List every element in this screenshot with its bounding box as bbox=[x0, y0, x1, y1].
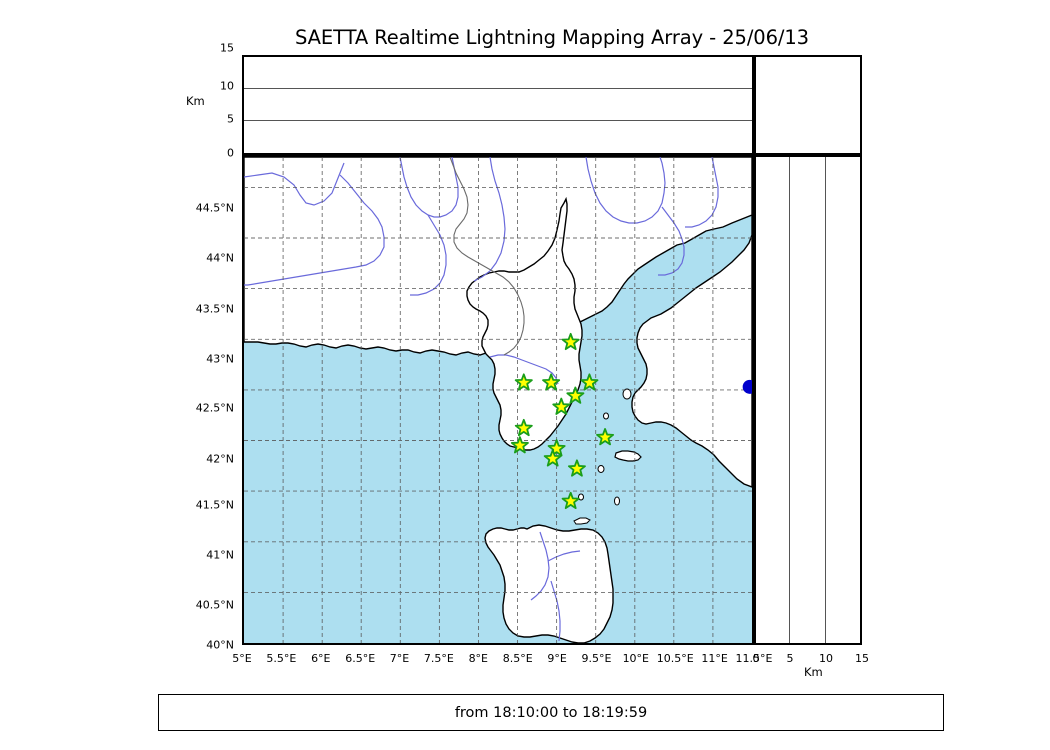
map-gridlines bbox=[244, 157, 752, 643]
tick-lon-7-5: 7.5°E bbox=[423, 652, 454, 665]
lma-station-marker bbox=[552, 397, 571, 415]
tick-lat-42: 42°N bbox=[206, 452, 234, 466]
lma-station-marker bbox=[561, 491, 580, 510]
lma-station-marker bbox=[567, 459, 586, 477]
island-small-3 bbox=[578, 493, 584, 501]
vhf-source-marker bbox=[742, 379, 752, 394]
altitude-vs-latitude-panel bbox=[754, 155, 862, 645]
tick-lon-10: 10°E bbox=[622, 652, 650, 665]
tick-lat-43-5: 43.5°N bbox=[195, 302, 234, 316]
altitude-vs-longitude-panel bbox=[242, 55, 754, 155]
lma-station-marker bbox=[580, 373, 599, 391]
tick-lon-10-5: 10.5°E bbox=[656, 652, 694, 665]
vhf-sources-layer bbox=[742, 379, 752, 394]
tick-lon-9-5: 9.5°E bbox=[581, 652, 612, 665]
axis-label-km-vertical: Km bbox=[186, 94, 205, 108]
tick-lon-9: 9°E bbox=[547, 652, 567, 665]
island-capraia bbox=[603, 412, 609, 420]
lma-stations-layer bbox=[510, 332, 615, 510]
page-title: SAETTA Realtime Lightning Mapping Array … bbox=[295, 26, 809, 49]
tick-lat-40: 40°N bbox=[206, 638, 234, 652]
tick-right-0: 0 bbox=[752, 652, 760, 665]
tick-lon-6-5: 6.5°E bbox=[345, 652, 376, 665]
map-graphic bbox=[244, 157, 752, 643]
tick-right-15: 15 bbox=[855, 652, 869, 665]
island-small-2 bbox=[614, 496, 620, 506]
gridline-km-5 bbox=[789, 157, 790, 643]
tick-lat-41-5: 41.5°N bbox=[195, 498, 234, 512]
lma-station-marker bbox=[514, 418, 533, 437]
tick-top-10: 10 bbox=[220, 79, 234, 93]
tick-lat-43: 43°N bbox=[206, 352, 234, 366]
island-gorgona bbox=[622, 388, 632, 400]
lma-station-marker bbox=[561, 332, 580, 351]
tick-lat-44: 44°N bbox=[206, 251, 234, 265]
status-text: from 18:10:00 to 18:19:59 bbox=[454, 704, 648, 721]
island-small-1 bbox=[597, 465, 605, 473]
lma-station-marker bbox=[542, 373, 561, 391]
gridline-alt-5 bbox=[244, 120, 752, 121]
tick-lat-40-5: 40.5°N bbox=[195, 598, 234, 612]
lma-station-marker bbox=[514, 373, 533, 391]
tick-right-10: 10 bbox=[819, 652, 833, 665]
tick-lon-8: 8°E bbox=[468, 652, 489, 665]
gridline-alt-10 bbox=[244, 88, 752, 89]
tick-lon-5-5: 5.5°E bbox=[266, 652, 297, 665]
lma-station-marker bbox=[566, 386, 585, 404]
tick-top-5: 5 bbox=[227, 112, 234, 126]
tick-top-15: 15 bbox=[220, 41, 234, 55]
lma-station-marker bbox=[547, 439, 566, 457]
lma-station-marker bbox=[510, 436, 529, 454]
tick-lon-8-5: 8.5°E bbox=[502, 652, 533, 665]
gridline-km-10 bbox=[825, 157, 826, 643]
tick-lat-41: 41°N bbox=[206, 548, 234, 562]
map-panel[interactable] bbox=[242, 155, 754, 645]
tick-lon-5: 5°E bbox=[232, 652, 252, 665]
tick-lon-11-5: 11.5°E bbox=[735, 652, 773, 665]
tick-top-0: 0 bbox=[227, 146, 234, 160]
rivers-layer bbox=[244, 157, 719, 642]
tick-lon-11: 11°E bbox=[701, 652, 728, 665]
axis-label-km-horizontal: Km bbox=[804, 665, 823, 679]
lma-station-marker bbox=[596, 428, 615, 446]
island-maddalena bbox=[573, 517, 591, 525]
tick-lon-7: 7°E bbox=[389, 652, 410, 665]
tick-right-5: 5 bbox=[786, 652, 794, 665]
tick-lon-6: 6°E bbox=[311, 652, 331, 665]
corner-panel bbox=[754, 55, 862, 155]
tick-lat-42-5: 42.5°N bbox=[195, 401, 234, 415]
status-bar: from 18:10:00 to 18:19:59 bbox=[158, 694, 944, 731]
lma-station-marker bbox=[543, 449, 562, 467]
land-sardinia bbox=[484, 524, 614, 643]
land-italy-coast bbox=[631, 215, 752, 488]
tick-lat-44-5: 44.5°N bbox=[195, 201, 234, 215]
